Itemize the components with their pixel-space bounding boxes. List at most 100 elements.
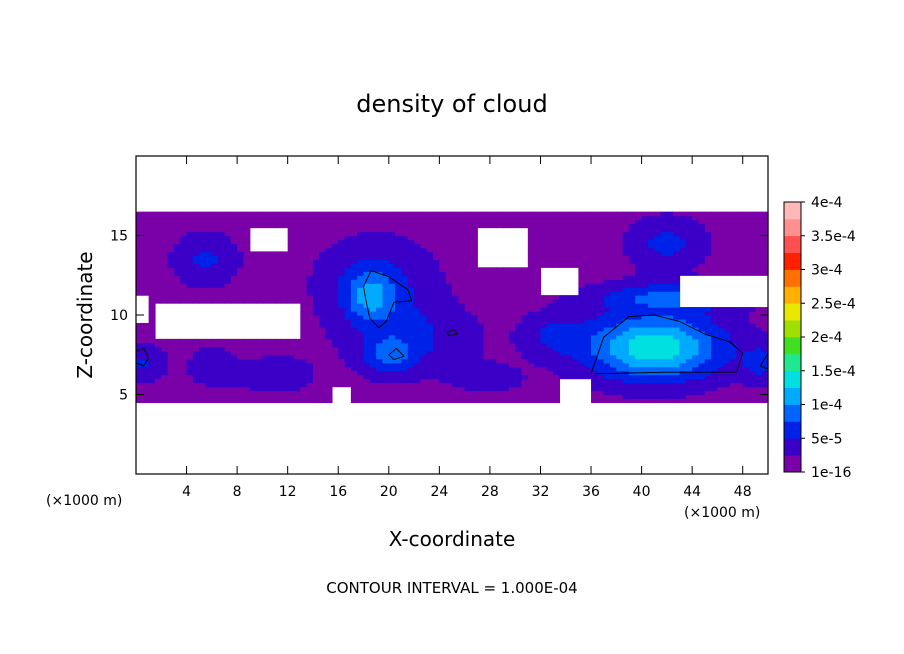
field-cell xyxy=(502,223,510,229)
field-cell xyxy=(584,279,592,284)
field-cell xyxy=(521,299,529,304)
field-cell xyxy=(742,366,750,372)
field-cell xyxy=(553,350,561,356)
field-cell xyxy=(136,239,143,245)
field-cell xyxy=(331,251,339,256)
field-cell xyxy=(218,227,226,233)
field-cell xyxy=(192,263,200,268)
field-cell xyxy=(692,338,700,344)
field-cell xyxy=(502,362,510,368)
field-cell xyxy=(610,235,617,241)
field-cell xyxy=(275,211,282,217)
field-cell xyxy=(742,354,750,360)
field-cell xyxy=(312,334,320,340)
field-cell xyxy=(673,299,681,304)
field-cell xyxy=(597,215,605,221)
field-cell xyxy=(635,326,643,332)
field-cell xyxy=(603,299,611,304)
field-cell xyxy=(262,223,270,229)
field-cell xyxy=(470,322,478,328)
field-cell xyxy=(603,311,611,316)
field-cell xyxy=(382,275,390,280)
field-cell xyxy=(578,211,586,217)
field-cell xyxy=(685,231,693,237)
field-cell xyxy=(730,271,737,276)
field-cell xyxy=(755,219,763,225)
field-cell xyxy=(489,370,497,376)
field-cell xyxy=(635,271,643,276)
field-cell xyxy=(515,307,523,312)
field-cell xyxy=(154,291,162,296)
field-cell xyxy=(717,382,725,388)
field-cell xyxy=(420,346,428,352)
field-cell xyxy=(338,334,346,340)
colorbar-label: 3e-4 xyxy=(811,263,843,279)
field-cell xyxy=(294,223,301,229)
field-cell xyxy=(534,211,542,217)
field-cell xyxy=(540,390,548,396)
field-cell xyxy=(553,338,561,344)
field-cell xyxy=(294,275,301,280)
field-cell xyxy=(426,322,434,328)
field-cell xyxy=(262,291,270,296)
field-cell xyxy=(515,275,523,280)
field-cell xyxy=(382,362,390,368)
field-cell xyxy=(761,227,769,233)
field-cell xyxy=(199,223,207,229)
field-cell xyxy=(199,247,207,252)
field-cell xyxy=(540,247,548,252)
field-cell xyxy=(306,263,314,268)
field-cell xyxy=(711,271,719,276)
field-cell xyxy=(711,390,719,396)
field-cell xyxy=(186,279,194,284)
field-cell xyxy=(597,366,605,372)
field-cell xyxy=(445,394,453,400)
field-cell xyxy=(319,211,327,217)
field-cell xyxy=(357,215,365,221)
field-cell xyxy=(376,338,384,344)
field-cell xyxy=(578,215,586,221)
field-cell xyxy=(445,374,453,380)
field-cell xyxy=(628,338,636,344)
field-cell xyxy=(275,338,282,344)
field-cell xyxy=(572,239,579,245)
field-cell xyxy=(572,235,579,241)
field-cell xyxy=(496,211,504,217)
field-cell xyxy=(628,295,636,300)
field-cell xyxy=(173,382,181,388)
field-cell xyxy=(572,334,579,340)
field-cell xyxy=(173,390,181,396)
field-cell xyxy=(325,366,333,372)
field-cell xyxy=(357,279,365,284)
field-cell xyxy=(477,295,485,300)
field-cell xyxy=(647,239,655,245)
field-cell xyxy=(692,370,700,376)
field-cell xyxy=(312,255,320,260)
field-cell xyxy=(470,223,478,229)
field-cell xyxy=(483,223,491,229)
field-cell xyxy=(584,243,592,249)
colorbar: 1e-165e-51e-41.5e-42e-42.5e-43e-43.5e-44… xyxy=(783,195,856,481)
field-cell xyxy=(464,390,472,396)
field-cell xyxy=(401,271,409,276)
field-cell xyxy=(654,311,662,316)
field-cell xyxy=(445,211,453,217)
field-cell xyxy=(148,231,156,237)
field-cell xyxy=(350,318,358,324)
field-cell xyxy=(685,398,693,404)
field-cell xyxy=(136,287,143,292)
field-cell xyxy=(470,247,478,252)
field-cell xyxy=(553,219,561,225)
field-cell xyxy=(692,239,700,245)
field-cell xyxy=(546,374,554,380)
field-cell xyxy=(148,255,156,260)
field-cell xyxy=(647,354,655,360)
field-cell xyxy=(704,255,712,260)
field-cell xyxy=(534,263,542,268)
field-cell xyxy=(325,247,333,252)
field-cell xyxy=(673,211,681,217)
field-cell xyxy=(603,259,611,264)
field-cell xyxy=(230,390,238,396)
field-cell xyxy=(496,334,504,340)
field-cell xyxy=(262,350,270,356)
